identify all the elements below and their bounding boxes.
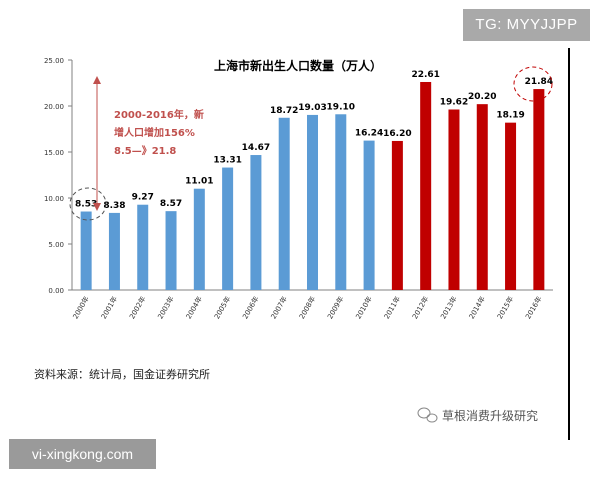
watermark-bottom-left: vi-xingkong.com xyxy=(9,439,156,469)
y-tick-label: 20.00 xyxy=(44,103,64,111)
bar xyxy=(533,89,545,291)
y-tick-label: 0.00 xyxy=(48,287,64,295)
data-label: 8.53 xyxy=(75,200,97,210)
bar xyxy=(165,211,177,290)
y-tick-label: 10.00 xyxy=(44,195,64,203)
data-label: 18.19 xyxy=(496,111,524,121)
brand-mark: 草根消费升级研究 xyxy=(417,407,538,423)
x-tick-label: 2014年 xyxy=(467,295,487,321)
data-label: 9.27 xyxy=(132,193,154,203)
x-tick-label: 2012年 xyxy=(410,295,430,321)
data-label: 8.38 xyxy=(103,201,125,211)
x-tick-label: 2002年 xyxy=(127,295,147,321)
bar xyxy=(363,140,375,290)
callout-line-1: 2000-2016年，新 xyxy=(114,108,204,121)
x-tick-label: 2013年 xyxy=(438,295,458,321)
callout-line-2: 增人口增加156% xyxy=(114,126,195,139)
highlight-circle-2000 xyxy=(69,187,107,221)
x-tick-label: 2010年 xyxy=(354,295,374,321)
watermark-top-right: TG: MYYJJPP xyxy=(463,9,590,41)
bar xyxy=(505,122,517,290)
x-tick-label: 2011年 xyxy=(382,295,402,321)
bar xyxy=(335,114,347,290)
vertical-rule xyxy=(568,48,570,440)
callout-arrow-head-bottom xyxy=(93,203,101,211)
highlight-circle-2016 xyxy=(513,66,553,102)
x-tick-label: 2007年 xyxy=(269,295,289,321)
y-tick-label: 5.00 xyxy=(48,241,64,249)
callout-arrow-head-top xyxy=(93,76,101,84)
data-label: 14.67 xyxy=(242,143,270,153)
data-label: 8.57 xyxy=(160,199,182,209)
data-label: 13.31 xyxy=(213,156,241,166)
wechat-icon xyxy=(417,407,438,423)
y-axis: 0.00 5.00 10.00 15.00 20.00 25.00 xyxy=(44,57,553,295)
bar xyxy=(137,204,149,290)
x-tick-label: 2000年 xyxy=(71,295,91,321)
x-tick-label: 2004年 xyxy=(184,295,204,321)
bar xyxy=(193,188,205,290)
x-axis: 2000年 2001年 2002年 2003年 2004年 2005年 2006年 2007年… xyxy=(71,295,544,321)
data-label: 19.10 xyxy=(327,102,355,112)
x-tick-label: 2003年 xyxy=(156,295,176,321)
data-label: 16.24 xyxy=(355,129,383,139)
x-tick-label: 2001年 xyxy=(99,295,119,321)
bar xyxy=(278,117,290,290)
brand-label: 草根消费升级研究 xyxy=(442,408,538,423)
data-label: 21.84 xyxy=(525,77,553,87)
bar xyxy=(420,81,432,290)
data-label: 11.01 xyxy=(185,177,213,187)
data-label: 18.72 xyxy=(270,106,298,116)
bar xyxy=(222,167,234,290)
x-tick-label: 2016年 xyxy=(523,295,543,321)
data-label: 19.62 xyxy=(440,97,468,107)
x-tick-label: 2015年 xyxy=(495,295,515,321)
x-tick-label: 2008年 xyxy=(297,295,317,321)
y-tick-label: 25.00 xyxy=(44,57,64,65)
y-tick-label: 15.00 xyxy=(44,149,64,157)
bar xyxy=(448,109,460,290)
x-tick-label: 2009年 xyxy=(325,295,345,321)
callout-line-3: 8.5—》21.8 xyxy=(114,144,176,157)
data-label: 20.20 xyxy=(468,92,496,102)
bar xyxy=(108,212,120,290)
growth-callout: 2000-2016年，新 增人口增加156% 8.5—》21.8 xyxy=(93,76,204,211)
bar xyxy=(250,155,262,290)
bar xyxy=(476,104,488,290)
bar xyxy=(307,114,318,290)
chart-title: 上海市新出生人口数量（万人） xyxy=(214,58,382,73)
data-label: 19.03 xyxy=(298,103,326,113)
x-tick-label: 2005年 xyxy=(212,295,232,321)
x-tick-label: 2006年 xyxy=(240,295,260,321)
data-label: 16.20 xyxy=(383,129,411,139)
source-note: 资料来源：统计局，国金证券研究所 xyxy=(34,367,210,381)
bar xyxy=(391,140,403,290)
bar xyxy=(80,211,92,290)
data-label: 22.61 xyxy=(411,70,439,80)
